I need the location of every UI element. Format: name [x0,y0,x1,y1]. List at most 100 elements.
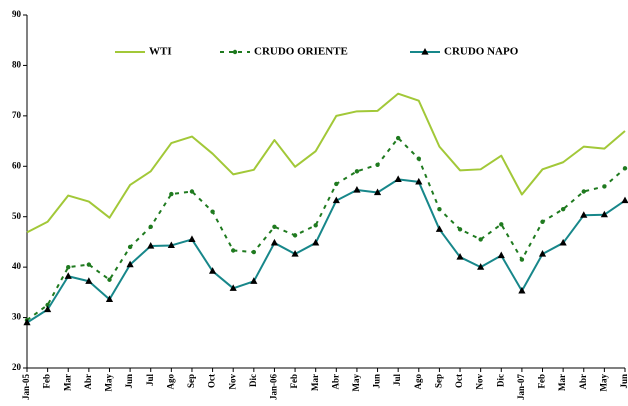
y-tick-label: 30 [12,312,22,322]
x-tick-label: Jul [145,374,155,387]
point [518,286,526,294]
y-tick-label: 20 [12,362,22,372]
point [375,162,380,167]
point [416,156,421,161]
point [189,189,195,194]
y-tick-label: 90 [12,9,22,19]
point [64,272,72,279]
point [86,262,92,267]
x-tick-label: Oct [454,374,464,388]
x-tick-label: Sep [433,374,443,388]
point [208,267,217,274]
legend-label: WTI [149,46,172,58]
x-tick-label: Mar [62,374,72,391]
point [313,223,318,228]
point [540,219,545,224]
y-tick-label: 40 [12,261,22,271]
point [292,233,298,238]
x-tick-label: Jun [124,374,134,389]
x-tick-label: Abr [578,374,588,390]
x-tick-label: Abr [83,374,93,390]
point [127,244,133,250]
point [334,181,339,187]
x-tick-label: Sep [186,374,196,388]
point [85,277,93,284]
point [519,257,525,262]
point [126,260,134,268]
x-tick-label: Ago [413,374,423,390]
point [580,211,588,218]
series-line [26,137,626,321]
x-tick-label: May [351,374,361,392]
point [147,241,155,249]
point [354,169,360,174]
point [107,277,112,282]
y-tick-label: 70 [12,110,22,120]
point [23,318,31,326]
x-tick-label: Dic [248,374,258,387]
x-tick-label: May [598,374,608,392]
x-tick-label: Jun [372,374,382,389]
point [270,238,279,246]
point [477,263,485,270]
point [497,251,505,259]
point [167,241,175,249]
point [435,225,444,232]
x-tick-label: Nov [475,374,485,390]
point [353,185,361,193]
x-tick-label: Mar [557,374,567,391]
point [621,196,628,204]
x-tick-label: May [104,374,114,392]
point [229,284,237,291]
point [437,206,442,212]
point [499,222,504,227]
point [312,238,320,246]
x-tick-label: Dic [495,374,505,387]
point [456,253,464,260]
y-tick-label: 50 [12,211,22,221]
x-tick-label: Jan-05 [21,374,31,401]
point [148,224,153,229]
x-tick-label: Abr [330,374,340,390]
point [188,235,196,243]
point [560,206,566,212]
point [272,224,277,229]
point [622,166,628,171]
point [602,184,607,189]
point [210,209,215,214]
point [478,237,483,242]
x-tick-label: Oct [207,374,217,388]
point [44,305,52,313]
point [581,189,586,194]
legend-label: CRUDO ORIENTE [254,46,348,58]
x-tick-label: Nov [227,374,237,390]
series-line [26,92,626,234]
point [600,210,608,218]
point [457,227,463,232]
point [251,249,257,255]
x-tick-label: Jan-06 [269,374,279,401]
point [415,177,423,185]
y-tick-label: 80 [12,59,22,69]
legend-marker [232,49,238,55]
x-tick-label: Jun [619,374,628,389]
point [105,295,114,303]
point [395,135,401,141]
x-tick-label: Feb [537,374,547,389]
point [291,250,299,257]
point [538,250,547,257]
x-tick-label: Feb [42,374,52,389]
y-tick-label: 60 [12,160,22,170]
x-tick-label: Mar [310,374,320,391]
point [394,175,402,182]
legend-label: CRUDO NAPO [444,46,519,58]
point [250,277,258,284]
series-line [26,178,626,324]
point [373,188,382,196]
point [231,248,236,253]
x-tick-label: Feb [289,374,299,389]
x-tick-label: Ago [165,374,175,390]
point [66,264,71,270]
point [559,238,567,246]
